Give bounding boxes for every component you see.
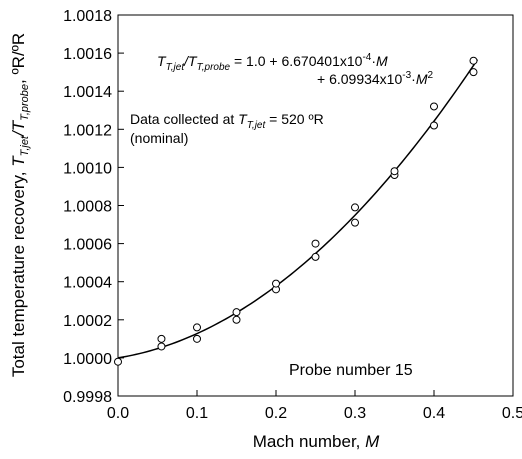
y-tick-label: 1.0008 <box>63 199 112 216</box>
data-point <box>351 218 359 227</box>
data-point <box>272 279 280 288</box>
data-point <box>469 56 478 65</box>
x-axis-title: Mach number, M <box>253 432 380 451</box>
data-points <box>114 56 478 366</box>
data-point <box>193 323 201 332</box>
data-point <box>469 68 478 77</box>
x-tick-label: 0.0 <box>107 405 129 422</box>
note-line-1: Data collected at TT,jet = 520 ºR <box>130 111 324 131</box>
x-tick-label: 0.5 <box>502 405 522 422</box>
y-tick-label: 1.0018 <box>63 8 112 25</box>
data-point <box>390 167 399 176</box>
y-axis-ticks: 0.9998 1.0000 1.0002 1.0004 1.0006 1.0008 1.00… <box>63 8 124 406</box>
data-point <box>157 342 166 351</box>
y-axis-title: Total temperature recovery, TT,jet/TT,pr… <box>9 33 31 377</box>
fit-curve <box>117 59 479 359</box>
y-tick-label: 1.0016 <box>63 46 112 63</box>
y-tick-label: 0.9998 <box>63 389 112 406</box>
data-point <box>232 315 241 324</box>
equation-line-2: + 6.09934x10-3·M2 <box>317 70 434 87</box>
x-axis-ticks: 0.0 0.1 0.2 0.3 0.4 0.5 <box>107 390 522 422</box>
data-point <box>430 121 438 130</box>
data-point <box>351 203 359 212</box>
y-tick-label: 1.0010 <box>63 160 112 177</box>
y-tick-label: 1.0002 <box>63 313 112 330</box>
data-point <box>311 239 320 248</box>
data-point <box>232 308 241 317</box>
y-tick-label: 1.0014 <box>63 84 112 101</box>
x-tick-label: 0.1 <box>186 405 208 422</box>
data-point <box>311 252 320 261</box>
data-point <box>157 334 166 343</box>
data-point <box>430 102 438 111</box>
data-point <box>114 357 122 366</box>
y-tick-label: 1.0006 <box>63 237 112 254</box>
x-tick-label: 0.2 <box>265 405 287 422</box>
x-tick-label: 0.3 <box>344 405 366 422</box>
note-line-2: (nominal) <box>130 130 188 146</box>
y-tick-label: 1.0000 <box>63 351 112 368</box>
data-point <box>193 334 201 343</box>
x-tick-label: 0.4 <box>423 405 445 422</box>
equation-line-1: TT,jet/TT,probe = 1.0 + 6.670401x10-4·M <box>157 52 388 73</box>
probe-label: Probe number 15 <box>289 362 413 379</box>
y-tick-label: 1.0004 <box>63 275 112 292</box>
y-tick-label: 1.0012 <box>63 122 112 139</box>
fit-curve-layer <box>117 59 479 359</box>
